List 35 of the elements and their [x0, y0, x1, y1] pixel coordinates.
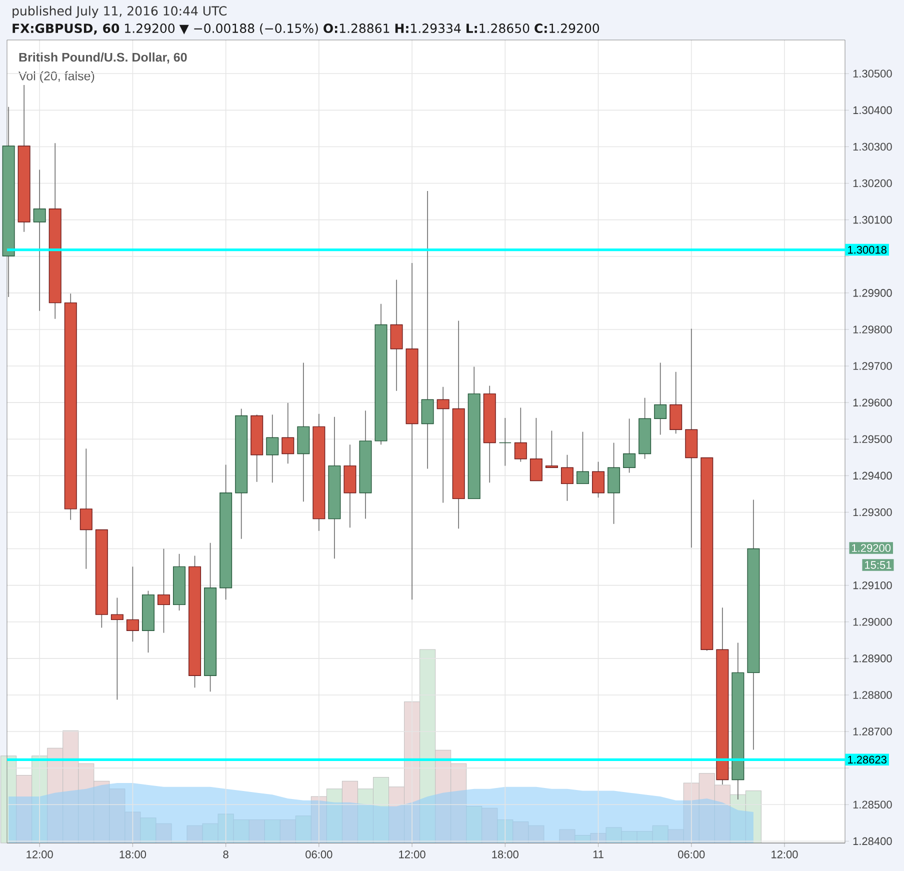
y-tick-label: 1.29700 — [853, 362, 892, 370]
y-tick-label: 1.28400 — [853, 837, 892, 846]
ref-line-label: 1.28623 — [848, 756, 886, 764]
y-tick-label: 1.30400 — [853, 106, 892, 114]
x-tick-label: 06:00 — [306, 850, 332, 858]
x-tick-label: 8 — [223, 850, 228, 858]
y-tick-label: 1.29300 — [853, 508, 892, 516]
y-tick-label: 1.29000 — [853, 618, 892, 626]
x-tick-label: 18:00 — [120, 850, 146, 858]
y-tick-label: 1.30100 — [853, 216, 892, 224]
x-tick-label: 06:00 — [678, 850, 705, 858]
x-tick-label: 12:00 — [772, 850, 798, 858]
y-tick-label: 1.29900 — [853, 289, 892, 297]
y-tick-label: 1.28800 — [853, 691, 892, 699]
y-tick-label: 1.29400 — [853, 472, 892, 480]
y-tick-label: 1.30200 — [853, 179, 892, 188]
y-tick-label: 1.28900 — [853, 654, 892, 662]
y-tick-label: 1.29600 — [853, 398, 892, 406]
y-tick-label: 1.29100 — [853, 581, 892, 590]
y-tick-label: 1.29500 — [853, 435, 892, 444]
x-tick-label: 18:00 — [492, 850, 518, 858]
y-tick-label: 1.30500 — [853, 70, 892, 78]
y-tick-label: 1.30300 — [853, 142, 892, 151]
text: FX:GBPUSD, 60 1.29200 ▼ −0.00188 (−0.15%) O:1.28861 H:1.29334 L:1.28650 C:1.29200 — [12, 23, 600, 35]
x-tick-label: 12:00 — [26, 850, 53, 858]
ref-line-label: 1.30018 — [848, 246, 886, 254]
y-tick-label: 1.29800 — [853, 326, 892, 334]
text: British Pound/U.S. Dollar, 60 — [19, 52, 187, 64]
text: 1.29200 — [852, 544, 891, 552]
x-tick-label: 11 — [593, 850, 604, 858]
text: published July 11, 2016 10:44 UTC — [12, 6, 227, 18]
x-tick-label: 12:00 — [399, 850, 426, 858]
y-tick-label: 1.28500 — [853, 800, 892, 809]
y-tick-label: 1.28700 — [853, 728, 892, 736]
text: 15:51 — [865, 561, 892, 569]
